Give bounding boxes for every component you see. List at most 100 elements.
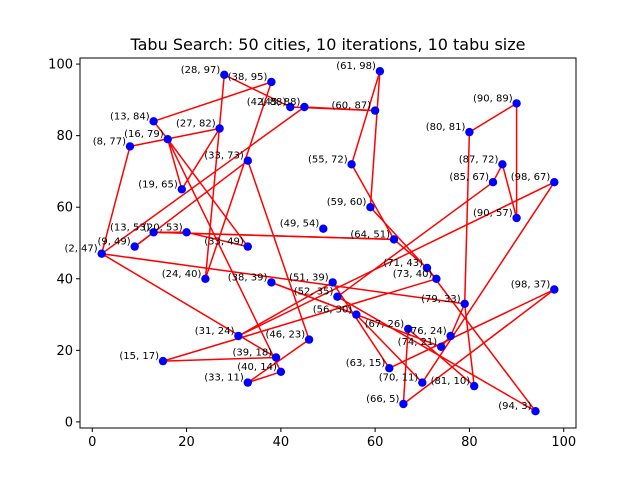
city-label: (64, 51) <box>350 229 390 240</box>
route-segment <box>350 70 381 165</box>
route-segment <box>167 138 282 373</box>
city-point <box>550 285 559 294</box>
city-label: (67, 26) <box>365 319 405 330</box>
city-label: (55, 72) <box>308 154 348 165</box>
city-label: (16, 79) <box>124 129 164 140</box>
x-tick-label: 60 <box>367 435 384 450</box>
city-point <box>149 117 158 126</box>
route-segment <box>369 71 381 208</box>
y-tick-label: 60 <box>56 201 73 216</box>
city-label: (80, 81) <box>426 122 466 133</box>
city-label: (56, 30) <box>313 305 353 316</box>
city-point <box>319 224 328 233</box>
city-point <box>437 342 446 351</box>
city-label: (85, 67) <box>449 172 489 183</box>
city-point <box>531 407 540 416</box>
city-label: (8, 77) <box>93 136 126 147</box>
city-label: (19, 65) <box>138 179 178 190</box>
route-segment <box>426 267 537 412</box>
route-segment <box>162 278 437 362</box>
route-segment <box>204 81 273 280</box>
city-point <box>399 399 408 409</box>
city-label: (49, 54) <box>280 219 320 230</box>
city-point <box>125 142 135 151</box>
route-segment <box>167 138 249 248</box>
route-segment <box>355 314 423 384</box>
city-label: (52, 35) <box>294 287 334 298</box>
route-segment <box>393 238 428 269</box>
x-tick-label: 40 <box>273 435 290 450</box>
city-label: (74, 21) <box>398 337 438 348</box>
route-segment <box>304 106 376 112</box>
city-point <box>220 70 229 80</box>
city-point <box>422 263 432 273</box>
x-tick-label: 80 <box>461 435 478 450</box>
city-label: (87, 72) <box>459 154 499 165</box>
city-labels-layer: (28, 97) (38, 95) (61, 98) (42, 88)(45, 88)… <box>64 61 550 412</box>
city-point <box>470 381 479 391</box>
route-segment <box>181 128 221 190</box>
route-segment <box>469 102 517 133</box>
route-segment <box>463 303 475 387</box>
city-point <box>550 178 559 187</box>
city-point <box>465 127 474 137</box>
city-label: (90, 57) <box>473 208 513 219</box>
city-point <box>97 249 106 258</box>
city-label: (24, 40) <box>162 269 202 280</box>
city-point <box>512 213 521 223</box>
city-point <box>347 160 356 169</box>
city-points-layer <box>97 67 559 416</box>
route-segment <box>101 106 305 255</box>
city-label: (40, 14) <box>237 362 277 373</box>
city-point <box>243 242 252 251</box>
city-label: (13, 53) <box>110 222 150 233</box>
city-point <box>177 185 186 194</box>
city-label: (59, 60) <box>327 197 367 208</box>
city-point <box>215 124 224 133</box>
city-label: (45, 88) <box>261 97 301 108</box>
city-label: (71, 43) <box>383 258 423 269</box>
city-point <box>149 228 158 237</box>
city-point <box>333 292 342 301</box>
x-axis-ticks: 0 20 40 60 80 100 <box>88 428 576 450</box>
city-label: (27, 82) <box>176 119 216 130</box>
route-segment <box>350 163 395 240</box>
route-segment <box>101 253 277 359</box>
city-label: (42, 88) <box>247 97 287 108</box>
city-point <box>130 242 139 251</box>
city-label: (90, 89) <box>473 93 513 104</box>
city-point <box>385 364 394 373</box>
city-label: (38, 39) <box>228 272 268 283</box>
city-label: (51, 39) <box>289 272 329 283</box>
route-segment <box>166 138 183 190</box>
city-point <box>267 278 276 287</box>
city-label: (20, 53) <box>143 222 183 233</box>
city-point <box>304 335 314 344</box>
city-label: (76, 24) <box>407 326 447 337</box>
city-label: (15, 17) <box>119 351 159 362</box>
city-label: (98, 67) <box>511 172 551 183</box>
route-segment <box>247 371 282 384</box>
y-tick-label: 0 <box>65 415 73 430</box>
city-label: (9, 49) <box>97 237 130 248</box>
city-point <box>370 106 380 115</box>
city-point <box>158 356 168 366</box>
city-point <box>488 178 498 187</box>
y-axis-ticks: 0 20 40 60 80 100 <box>48 58 80 430</box>
city-point <box>375 67 385 76</box>
x-tick-label: 20 <box>178 435 195 450</box>
route-segment <box>100 146 131 254</box>
city-label: (79, 33) <box>421 294 461 305</box>
plot-area-frame <box>79 57 577 429</box>
city-point <box>276 367 286 376</box>
route-segment <box>238 281 334 337</box>
city-label: (38, 95) <box>228 72 268 83</box>
route-segment <box>223 74 291 108</box>
y-tick-label: 40 <box>56 272 73 287</box>
y-tick-label: 100 <box>48 58 73 73</box>
city-point <box>512 99 521 108</box>
city-label: (63, 15) <box>346 358 386 369</box>
route-segment <box>449 303 466 337</box>
city-point <box>271 353 281 362</box>
x-tick-label: 0 <box>88 435 96 450</box>
